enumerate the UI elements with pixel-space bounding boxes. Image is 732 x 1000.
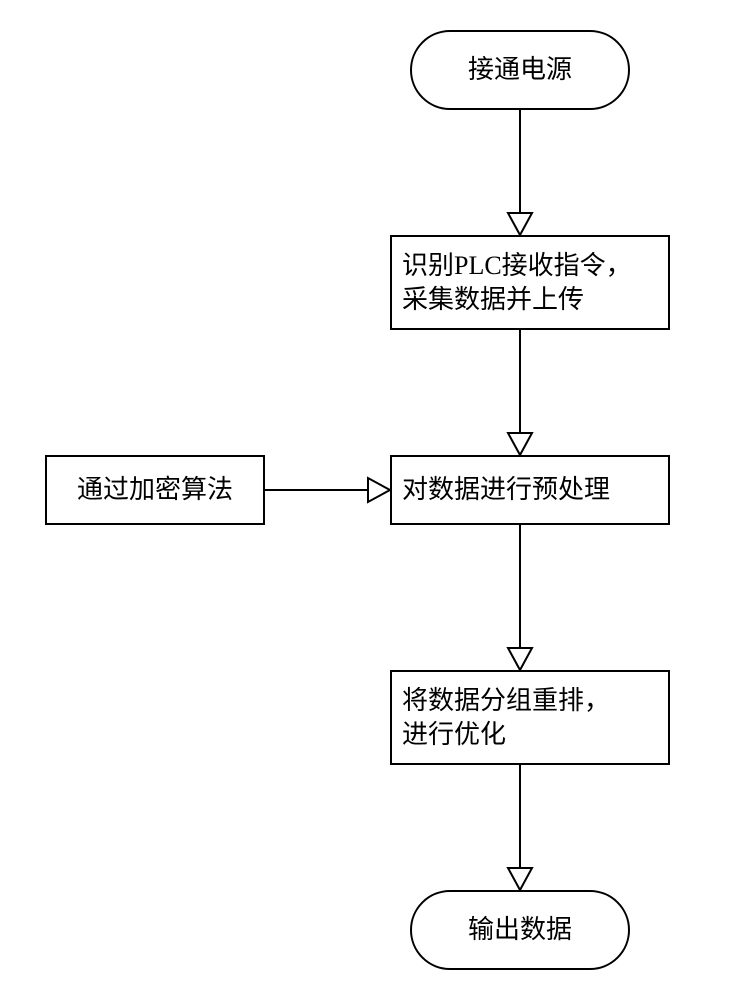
edge-n5-n6 xyxy=(0,0,732,1000)
